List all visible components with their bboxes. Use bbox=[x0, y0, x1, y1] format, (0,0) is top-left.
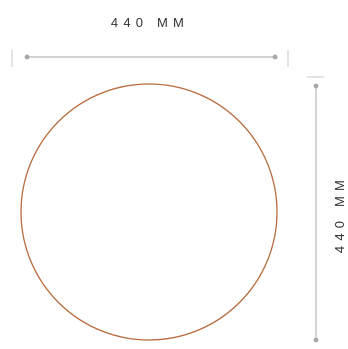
width-right-endpoint-dot bbox=[272, 54, 278, 60]
width-dimension-label: 440 MM bbox=[111, 15, 189, 30]
round-mirror-outline bbox=[20, 83, 278, 341]
height-top-endpoint-dot bbox=[313, 83, 319, 89]
width-left-endpoint-dot bbox=[24, 54, 30, 60]
height-bottom-endpoint-dot bbox=[313, 337, 319, 343]
height-dimension-label: 440 MM bbox=[332, 175, 347, 253]
